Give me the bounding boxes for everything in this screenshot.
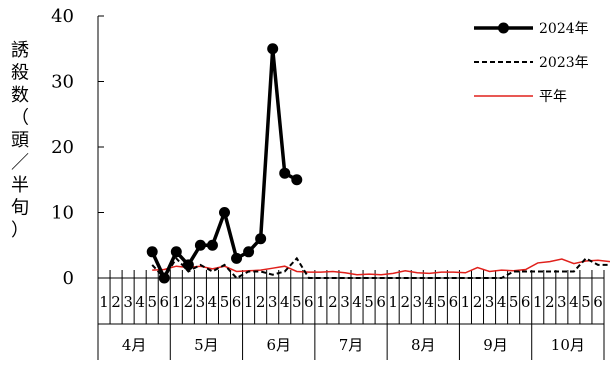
pentad-label: 6 — [159, 293, 169, 311]
pentad-label: 3 — [557, 293, 567, 311]
data-point — [255, 233, 267, 245]
y-axis-label: 誘殺数（頭／半旬） — [11, 40, 29, 241]
pentad-label: 6 — [521, 293, 531, 311]
y-axis-title: 誘殺数（頭／半旬） — [11, 40, 29, 241]
pentad-label: 5 — [509, 293, 519, 311]
legend-label: 2024年 — [539, 21, 589, 37]
pentad-label: 4 — [280, 293, 290, 311]
y-tick-label: 30 — [51, 72, 74, 93]
month-label: 5月 — [194, 336, 219, 354]
pentad-label: 3 — [196, 293, 206, 311]
data-point — [206, 239, 218, 251]
legend-label: 2023年 — [539, 55, 589, 71]
pentad-label: 3 — [412, 293, 422, 311]
pentad-label: 1 — [388, 293, 398, 311]
pentad-label: 3 — [268, 293, 278, 311]
pentad-label: 6 — [593, 293, 603, 311]
data-point — [170, 246, 182, 258]
month-label: 9月 — [483, 336, 508, 354]
pentad-label: 1 — [533, 293, 543, 311]
pentad-label: 2 — [184, 293, 194, 311]
y-tick-label: 0 — [63, 268, 74, 289]
pentad-label: 5 — [292, 293, 302, 311]
month-label: 8月 — [411, 336, 436, 354]
month-label: 4月 — [122, 336, 147, 354]
pentad-label: 6 — [376, 293, 386, 311]
pentad-label: 6 — [304, 293, 314, 311]
y-ticks: 0 10 20 30 40 — [51, 6, 104, 289]
data-point — [231, 252, 243, 264]
pentad-label: 1 — [244, 293, 254, 311]
pentad-label: 6 — [232, 293, 242, 311]
pentad-label: 4 — [208, 293, 218, 311]
data-point — [182, 259, 194, 271]
data-point — [243, 246, 255, 258]
pentad-label: 4 — [135, 293, 145, 311]
pentad-label: 5 — [220, 293, 230, 311]
y-tick-label: 20 — [51, 137, 74, 158]
series-line-0 — [150, 47, 298, 280]
data-point — [146, 246, 158, 258]
pentad-label: 3 — [123, 293, 133, 311]
pentad-label: 1 — [172, 293, 182, 311]
pentad-label: 3 — [340, 293, 350, 311]
y-tick-label: 40 — [51, 6, 74, 27]
pentad-label: 2 — [328, 293, 338, 311]
data-point — [279, 167, 291, 179]
data-point — [194, 239, 206, 251]
month-label: 6月 — [266, 336, 291, 354]
pentad-label: 2 — [111, 293, 121, 311]
pentad-label: 5 — [437, 293, 447, 311]
pentad-label: 4 — [352, 293, 362, 311]
data-point — [219, 207, 230, 218]
pentad-label: 4 — [497, 293, 507, 311]
pentad-label: 6 — [449, 293, 459, 311]
pentad-label: 2 — [473, 293, 483, 311]
data-point — [267, 43, 279, 55]
pentad-label: 2 — [256, 293, 266, 311]
pentad-label: 3 — [485, 293, 495, 311]
data-point — [158, 272, 170, 284]
pentad-label: 2 — [545, 293, 555, 311]
month-label: 10月 — [551, 336, 585, 354]
pentad-label: 5 — [147, 293, 157, 311]
y-tick-label: 10 — [51, 203, 74, 224]
pentad-label: 1 — [316, 293, 326, 311]
pentad-label: 4 — [425, 293, 435, 311]
month-label: 7月 — [339, 336, 364, 354]
pentad-label: 1 — [99, 293, 109, 311]
pentad-label: 1 — [461, 293, 471, 311]
pentad-label: 4 — [569, 293, 579, 311]
data-point — [291, 174, 303, 186]
pentad-label: 5 — [581, 293, 591, 311]
pentad-label: 5 — [364, 293, 374, 311]
series-layer — [146, 43, 610, 284]
legend-marker — [498, 22, 509, 34]
pentad-label: 2 — [400, 293, 410, 311]
legend-label: 平年 — [539, 89, 567, 105]
